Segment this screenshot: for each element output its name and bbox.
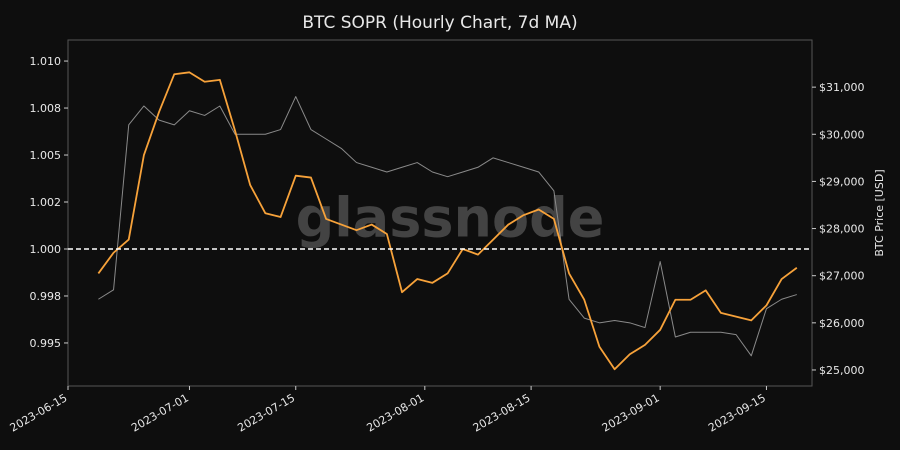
chart-title: BTC SOPR (Hourly Chart, 7d MA) (302, 13, 577, 33)
plot-frame (67, 39, 813, 387)
y2-tick-label: $26,000 (819, 317, 865, 330)
y2-tick-label: $27,000 (819, 270, 865, 283)
series-line (98, 96, 797, 357)
y2-tick-label: $29,000 (819, 175, 865, 188)
series-line (97, 71, 798, 371)
y-tick-label: 1.005 (30, 149, 62, 162)
y2-tick-label: $31,000 (819, 81, 865, 94)
y2-axis-label: BTC Price [USD] (873, 169, 886, 256)
y-tick-label: 1.000 (30, 243, 62, 256)
y-tick-label: 1.002 (30, 196, 62, 209)
y2-tick-label: $25,000 (819, 364, 865, 377)
y-tick-label: 1.010 (30, 55, 62, 68)
y-tick-label: 1.008 (30, 102, 62, 115)
y-tick-label: 0.998 (30, 290, 62, 303)
y-tick-label: 0.995 (30, 337, 62, 350)
y2-tick-label: $28,000 (819, 223, 865, 236)
y2-tick-label: $30,000 (819, 128, 865, 141)
